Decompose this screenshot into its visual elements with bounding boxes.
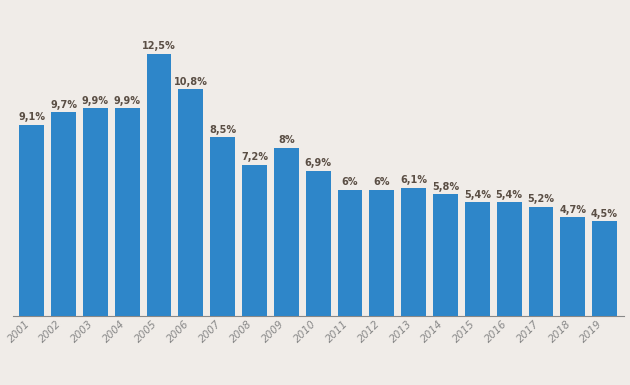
- Text: 10,8%: 10,8%: [174, 77, 208, 87]
- Text: 5,4%: 5,4%: [496, 190, 523, 200]
- Bar: [560, 217, 585, 316]
- Bar: [210, 137, 235, 316]
- Bar: [83, 108, 108, 316]
- Bar: [338, 190, 362, 316]
- Bar: [465, 203, 490, 316]
- Bar: [369, 190, 394, 316]
- Bar: [401, 188, 426, 316]
- Text: 5,2%: 5,2%: [527, 194, 554, 204]
- Text: 5,8%: 5,8%: [432, 181, 459, 191]
- Bar: [529, 207, 553, 316]
- Bar: [433, 194, 458, 316]
- Text: 9,9%: 9,9%: [82, 95, 109, 105]
- Text: 9,7%: 9,7%: [50, 100, 77, 110]
- Text: 5,4%: 5,4%: [464, 190, 491, 200]
- Bar: [51, 112, 76, 316]
- Text: 4,5%: 4,5%: [591, 209, 618, 219]
- Bar: [306, 171, 331, 316]
- Text: 6,1%: 6,1%: [400, 175, 427, 185]
- Bar: [147, 54, 171, 316]
- Text: 6%: 6%: [341, 177, 358, 187]
- Bar: [274, 148, 299, 316]
- Bar: [178, 89, 203, 316]
- Text: 9,1%: 9,1%: [18, 112, 45, 122]
- Text: 7,2%: 7,2%: [241, 152, 268, 162]
- Bar: [115, 108, 140, 316]
- Bar: [20, 125, 44, 316]
- Text: 12,5%: 12,5%: [142, 41, 176, 51]
- Text: 6,9%: 6,9%: [305, 159, 331, 169]
- Bar: [496, 203, 522, 316]
- Text: 6%: 6%: [374, 177, 390, 187]
- Bar: [592, 221, 617, 316]
- Text: 4,7%: 4,7%: [559, 204, 587, 214]
- Text: 9,9%: 9,9%: [113, 95, 140, 105]
- Bar: [242, 165, 267, 316]
- Text: 8,5%: 8,5%: [209, 125, 236, 135]
- Text: 8%: 8%: [278, 136, 295, 146]
